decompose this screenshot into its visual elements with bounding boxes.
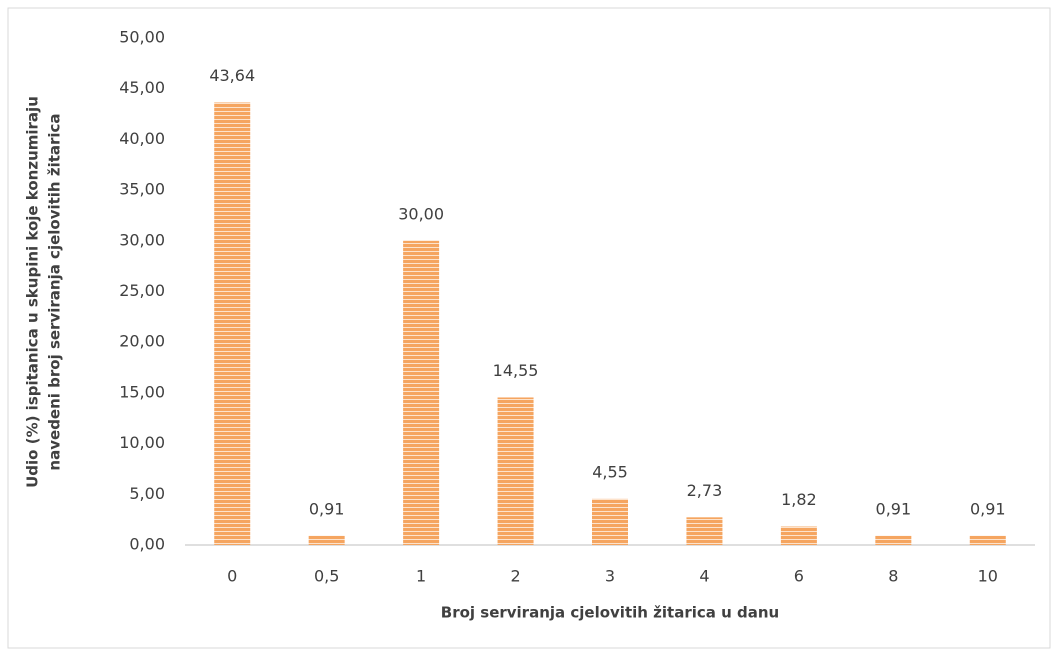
x-tick-label: 6	[794, 567, 804, 586]
data-label: 0,91	[876, 499, 912, 518]
y-axis-title: navedeni broj serviranja cjelovitih žita…	[46, 113, 64, 470]
bar	[214, 102, 251, 545]
data-label: 4,55	[592, 462, 628, 481]
data-label: 0,91	[309, 499, 345, 518]
x-axis-title: Broj serviranja cjelovitih žitarica u da…	[441, 604, 779, 622]
x-tick-label: 2	[510, 567, 520, 586]
y-tick-label: 10,00	[119, 433, 165, 452]
y-tick-label: 20,00	[119, 332, 165, 351]
x-tick-label: 1	[416, 567, 426, 586]
y-tick-label: 40,00	[119, 129, 165, 148]
y-tick-label: 15,00	[119, 382, 165, 401]
data-label: 43,64	[209, 66, 255, 85]
x-tick-label: 4	[699, 567, 709, 586]
data-label: 30,00	[398, 204, 444, 223]
bar	[969, 535, 1006, 545]
data-label: 2,73	[687, 481, 723, 500]
data-label: 14,55	[493, 361, 539, 380]
chart-frame	[7, 7, 1051, 649]
x-tick-label: 0,5	[314, 567, 339, 586]
bar	[308, 535, 345, 545]
bar	[592, 498, 628, 545]
y-tick-label: 30,00	[119, 230, 165, 249]
data-label: 0,91	[970, 499, 1006, 518]
y-tick-label: 50,00	[119, 28, 165, 47]
bar	[875, 535, 912, 545]
y-tick-label: 0,00	[129, 535, 165, 554]
x-tick-label: 3	[605, 567, 615, 586]
data-label: 1,82	[781, 490, 817, 509]
bar	[686, 517, 723, 545]
y-tick-label: 45,00	[119, 78, 165, 97]
x-tick-label: 0	[227, 567, 237, 586]
bar	[497, 397, 534, 545]
y-tick-label: 35,00	[119, 180, 165, 199]
x-tick-label: 10	[978, 567, 998, 586]
y-tick-label: 25,00	[119, 281, 165, 300]
x-tick-label: 8	[888, 567, 898, 586]
bar	[780, 526, 817, 545]
y-tick-label: 5,00	[129, 484, 165, 503]
y-axis-title: Udio (%) ispitanica u skupini koje konzu…	[24, 96, 42, 488]
bar	[403, 240, 440, 546]
